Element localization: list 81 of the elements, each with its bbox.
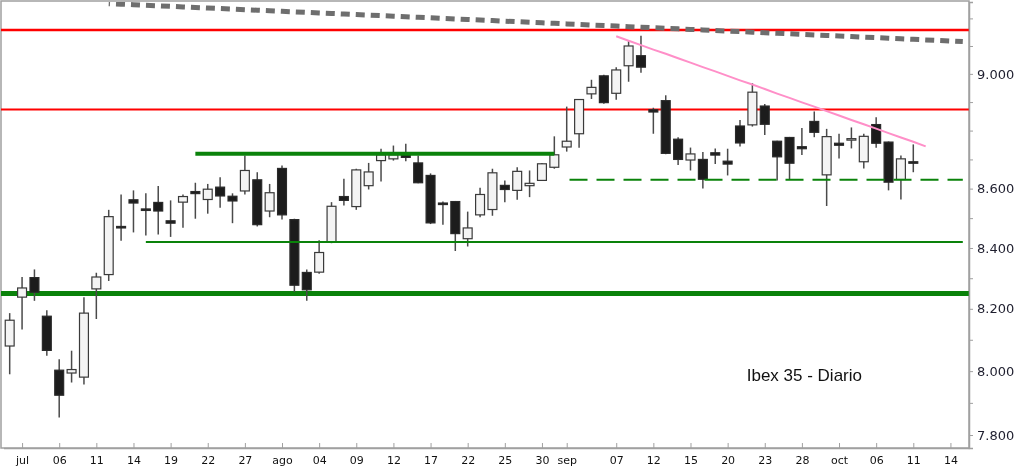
candlestick [338,177,349,207]
candlestick [697,151,708,190]
x-tick-label: 28 [795,453,810,467]
x-tick-label: 06 [869,453,884,467]
x-tick-label: 20 [721,453,736,467]
candlestick [796,127,807,156]
x-tick-label: 09 [349,453,364,467]
candlestick [177,193,189,229]
x-tick-label: 14 [126,453,141,467]
x-tick-label: 11 [906,453,921,467]
x-tick-label: 17 [424,453,439,467]
x-tick-label: 22 [461,453,476,467]
candlestick [413,154,424,185]
candlestick [908,143,919,173]
x-tick-label: 12 [646,453,661,467]
candlestick [190,182,201,220]
candlestick [29,268,40,302]
x-tick-label: 06 [52,453,67,467]
y-tick-label: 8.200 [977,301,1015,317]
candlestick [66,349,77,384]
candlestick [475,186,486,218]
candlestick [499,179,510,203]
y-tick-label: 8.000 [977,363,1015,379]
candlestick [561,105,572,153]
candlestick [611,66,622,101]
x-tick-label: oct [830,453,849,467]
candlestick [165,199,176,238]
candlestick [264,183,275,218]
candlestick [722,147,733,177]
candlestick [116,193,127,242]
candlestick [227,192,238,224]
x-tick-label: 27 [238,453,253,467]
candlestick [215,176,226,209]
candlestick [673,136,684,166]
candlestick [91,272,102,320]
candlestick [586,79,597,100]
candlestick [648,107,659,135]
candlestick [635,35,647,74]
x-tick-label: 22 [201,453,216,467]
x-tick-label: sep [557,453,577,467]
x-tick-label: 07 [609,453,624,467]
x-tick-label: 14 [943,453,958,467]
candlestick [846,126,857,150]
y-tick-label: 9.000 [977,66,1015,82]
candlestick [524,169,535,198]
candlestick [623,39,634,83]
x-tick-label: ago [272,453,294,467]
candlestick [462,210,473,248]
x-tick-label: 30 [535,453,550,467]
x-tick-label: 25 [498,453,513,467]
candlestick [809,110,820,138]
candlestick [759,103,770,136]
text: Ibex 35 - Diario [746,366,862,385]
candlestick [239,154,250,196]
x-tick-label: 11 [89,453,104,467]
x-tick-label: 04 [312,453,327,467]
x-tick-label: jul [15,453,30,467]
y-tick-label: 8.600 [977,181,1015,197]
x-tick-label: 23 [758,453,773,467]
candlestick [549,135,560,170]
candlestick [895,154,906,201]
candlestick [17,276,28,331]
candlestick [128,189,139,234]
candlestick [734,119,746,148]
candlestick [363,162,374,191]
candlestick [685,146,696,172]
line-series [615,35,927,148]
x-tick-label: 19 [164,453,179,467]
candlestick [153,185,164,236]
candlestick [140,192,151,237]
y-tick-label: 8.400 [977,240,1015,256]
y-tick-label: 7.800 [977,427,1015,443]
candlestick [301,268,312,302]
candlestick [314,239,325,275]
candlestick [202,183,213,215]
candlestick [833,133,845,160]
candlestick [772,139,783,182]
candlestick [512,166,523,201]
x-tick-label: 15 [683,453,698,467]
candlestick [710,147,721,165]
x-tick-label: 12 [386,453,401,467]
